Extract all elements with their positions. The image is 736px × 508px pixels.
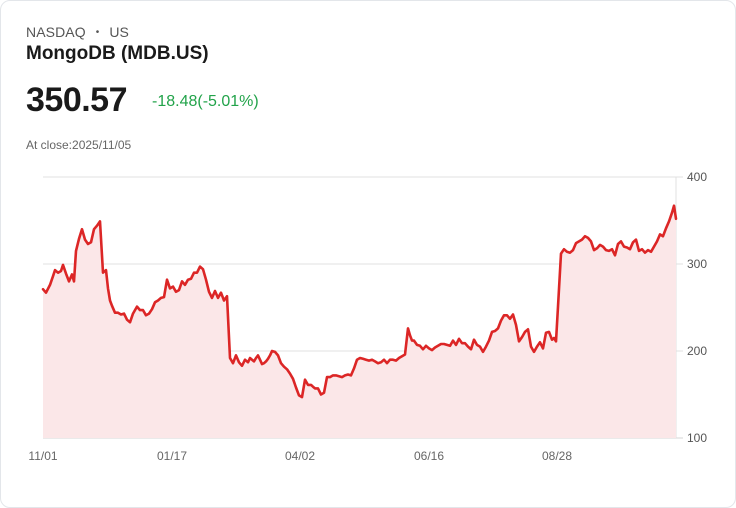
price-area-fill [43, 205, 676, 438]
price-change: -18.48(-5.01%) [152, 93, 259, 110]
price-line [41, 204, 678, 399]
current-price: 350.57 [26, 81, 128, 119]
stock-title: MongoDB (MDB.US) [26, 43, 209, 64]
y-tick-label: 300 [687, 257, 707, 271]
y-tick-label: 200 [687, 344, 707, 358]
separator-dot: • [95, 27, 100, 38]
exchange-name: NASDAQ [26, 24, 86, 40]
x-tick-label: 08/28 [542, 449, 572, 463]
x-tick-label: 04/02 [285, 449, 315, 463]
y-tick-label: 400 [687, 170, 707, 184]
close-date: At close:2025/11/05 [26, 138, 132, 152]
x-tick-label: 11/01 [28, 449, 57, 463]
country-code: US [109, 24, 129, 40]
x-tick-label: 06/16 [414, 449, 444, 463]
x-tick-label: 01/17 [157, 449, 187, 463]
y-tick-label: 100 [687, 431, 707, 445]
exchange-line: NASDAQ • US [26, 24, 129, 40]
x-axis-labels: 11/01 01/17 04/02 06/16 08/28 [28, 449, 572, 463]
y-axis-labels: 100 200 300 400 [687, 170, 707, 445]
